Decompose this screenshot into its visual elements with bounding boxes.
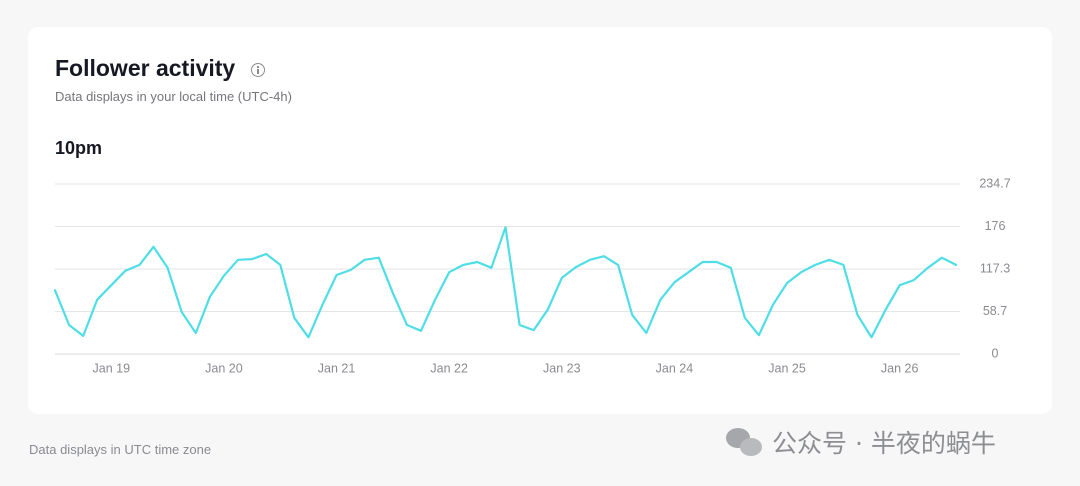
data-line (53, 226, 958, 339)
chart-subtitle: Data displays in your local time (UTC-4h… (55, 89, 292, 104)
x-tick-label: Jan 24 (656, 361, 694, 375)
card: Follower activity Data displays in your … (28, 27, 1052, 414)
x-tick-label: Jan 26 (881, 361, 919, 375)
chart: 0 58.7 117.3 176 234.7 Jan 19 Jan 20 Jan 21 Jan … (53, 176, 1011, 375)
x-tick-label: Jan 20 (205, 361, 243, 375)
x-tick-label: Jan 19 (93, 361, 131, 375)
footnote: Data displays in UTC time zone (29, 442, 212, 457)
y-tick-label: 117.3 (980, 261, 1010, 275)
x-tick-label: Jan 21 (318, 361, 356, 375)
x-tick-label: Jan 25 (768, 361, 806, 375)
x-tick-label: Jan 22 (430, 361, 468, 375)
watermark-text: 公众号 · 半夜的蜗牛 (772, 429, 996, 458)
chart-title: Follower activity (55, 55, 236, 81)
y-tick-label: 0 (992, 346, 999, 360)
y-tick-label: 234.7 (979, 176, 1010, 190)
watermark-icon (726, 426, 764, 458)
watermark: 公众号 · 半夜的蜗牛 (726, 424, 996, 460)
y-tick-label: 58.7 (983, 304, 1007, 318)
highlight-label: 10pm (55, 138, 103, 158)
info-icon[interactable] (251, 63, 265, 77)
y-tick-label: 176 (985, 219, 1006, 233)
x-tick-label: Jan 23 (543, 361, 581, 375)
